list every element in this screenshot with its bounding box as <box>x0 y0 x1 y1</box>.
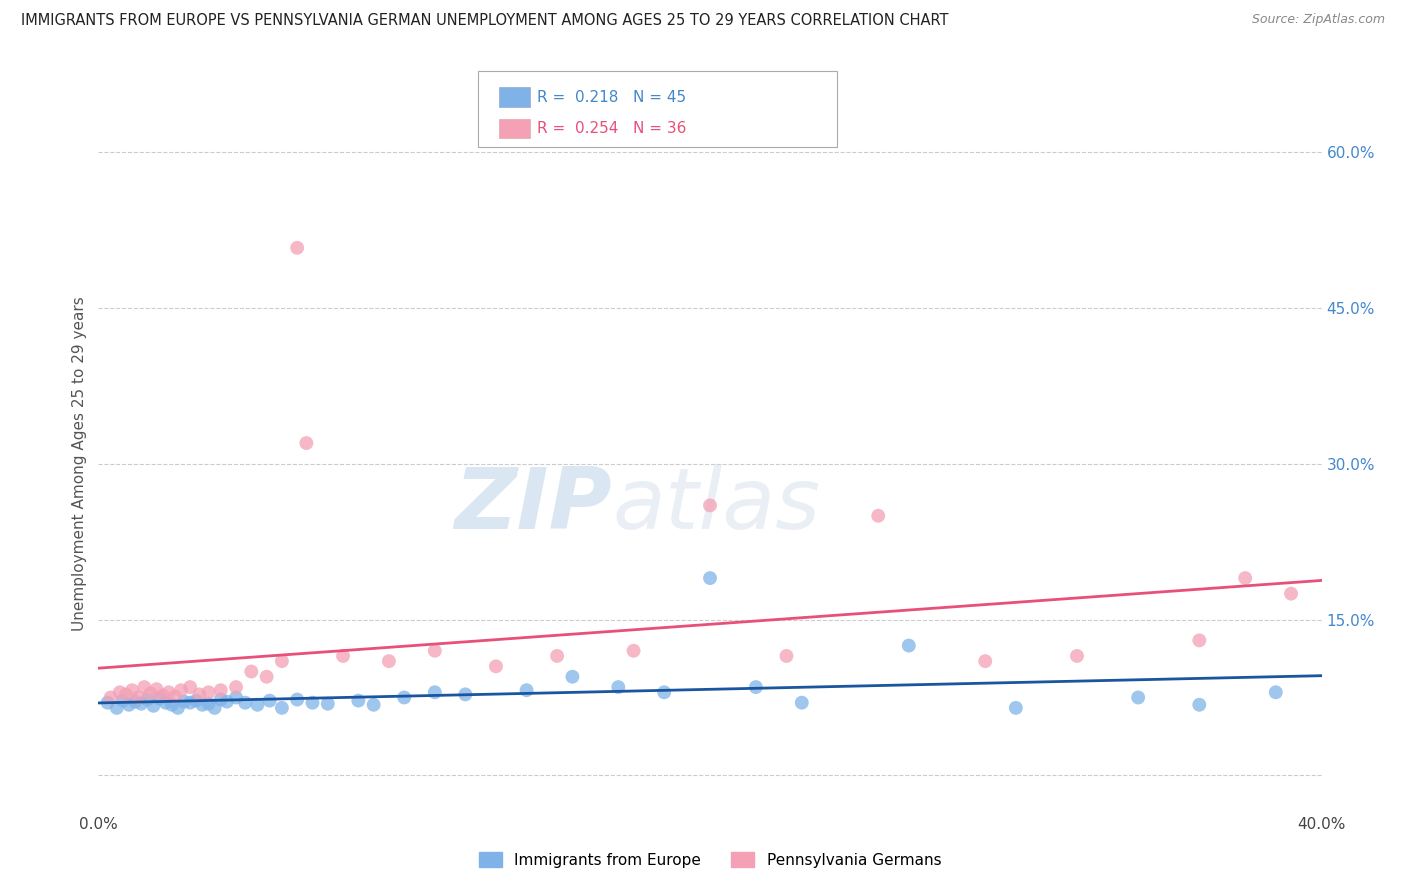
Point <box>142 698 165 713</box>
Point <box>111 693 134 707</box>
Point <box>332 648 354 663</box>
Point <box>295 436 318 450</box>
Point <box>974 654 997 668</box>
Point <box>1234 571 1257 585</box>
Point <box>191 698 214 712</box>
Point <box>197 685 219 699</box>
Text: atlas: atlas <box>612 464 820 547</box>
Point <box>209 692 232 706</box>
Point <box>240 665 263 679</box>
Point <box>699 499 721 513</box>
Point <box>378 654 401 668</box>
Point <box>1188 698 1211 712</box>
Point <box>155 696 177 710</box>
Point <box>188 687 211 701</box>
Point <box>607 680 630 694</box>
Point <box>270 654 292 668</box>
Point <box>225 690 247 705</box>
Point <box>1128 690 1150 705</box>
Point <box>652 685 675 699</box>
Point <box>170 683 193 698</box>
Point <box>139 686 162 700</box>
Point <box>868 508 890 523</box>
Point <box>1004 701 1026 715</box>
Point <box>179 696 201 710</box>
Point <box>546 648 568 663</box>
Point <box>134 680 156 694</box>
Point <box>745 680 768 694</box>
Point <box>561 670 583 684</box>
Point <box>197 697 219 711</box>
Point <box>225 680 247 694</box>
Point <box>423 644 446 658</box>
Point <box>256 670 278 684</box>
Point <box>516 683 538 698</box>
Point <box>160 698 183 712</box>
Text: ZIP: ZIP <box>454 464 612 547</box>
Point <box>108 685 131 699</box>
Point <box>115 687 138 701</box>
Point <box>136 692 159 706</box>
Point <box>897 639 920 653</box>
Point <box>186 693 208 707</box>
Point <box>149 691 172 706</box>
Text: R =  0.218   N = 45: R = 0.218 N = 45 <box>537 90 686 104</box>
Point <box>167 701 190 715</box>
Point <box>316 697 339 711</box>
Point <box>152 689 174 703</box>
Point <box>259 693 281 707</box>
Point <box>124 695 146 709</box>
Point <box>1264 685 1286 699</box>
Point <box>285 692 308 706</box>
Point <box>233 696 256 710</box>
Point <box>179 680 201 694</box>
Point <box>246 698 269 712</box>
Legend: Immigrants from Europe, Pennsylvania Germans: Immigrants from Europe, Pennsylvania Ger… <box>472 846 948 873</box>
Point <box>100 690 122 705</box>
Point <box>215 695 238 709</box>
Point <box>423 685 446 699</box>
Point <box>1279 587 1302 601</box>
Text: IMMIGRANTS FROM EUROPE VS PENNSYLVANIA GERMAN UNEMPLOYMENT AMONG AGES 25 TO 29 Y: IMMIGRANTS FROM EUROPE VS PENNSYLVANIA G… <box>21 13 949 29</box>
Point <box>392 690 416 705</box>
Point <box>347 693 370 707</box>
Point <box>775 648 797 663</box>
Point <box>129 697 152 711</box>
Point <box>173 695 195 709</box>
Point <box>1188 633 1211 648</box>
Point <box>121 683 143 698</box>
Point <box>301 696 323 710</box>
Point <box>485 659 508 673</box>
Text: Source: ZipAtlas.com: Source: ZipAtlas.com <box>1251 13 1385 27</box>
Point <box>454 687 477 701</box>
Point <box>118 698 141 712</box>
Point <box>1066 648 1088 663</box>
Point <box>209 683 232 698</box>
Point <box>204 701 226 715</box>
Point <box>699 571 721 585</box>
Point <box>105 701 128 715</box>
Y-axis label: Unemployment Among Ages 25 to 29 years: Unemployment Among Ages 25 to 29 years <box>72 296 87 632</box>
Text: R =  0.254   N = 36: R = 0.254 N = 36 <box>537 121 686 136</box>
Point <box>97 696 120 710</box>
Point <box>127 690 149 705</box>
Point <box>623 644 645 658</box>
Point <box>270 701 292 715</box>
Point <box>145 682 167 697</box>
Point <box>157 685 180 699</box>
Point <box>163 690 186 704</box>
Point <box>363 698 385 712</box>
Point <box>285 241 308 255</box>
Point <box>790 696 813 710</box>
